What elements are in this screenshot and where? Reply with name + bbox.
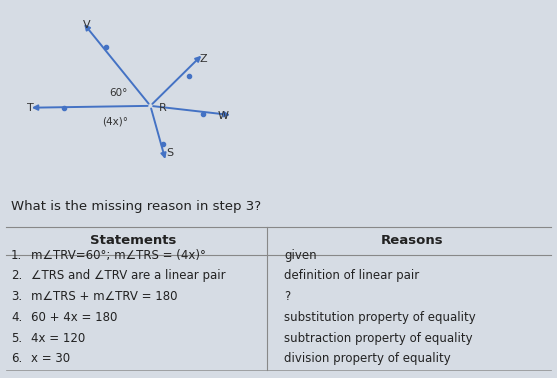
Text: 3.: 3. bbox=[11, 290, 22, 303]
Text: 1.: 1. bbox=[11, 249, 22, 262]
Text: m∠TRS + m∠TRV = 180: m∠TRS + m∠TRV = 180 bbox=[31, 290, 177, 303]
Text: Statements: Statements bbox=[90, 234, 177, 247]
Text: 2.: 2. bbox=[11, 270, 22, 282]
Text: given: given bbox=[284, 249, 317, 262]
Text: T: T bbox=[27, 103, 34, 113]
Text: 4.: 4. bbox=[11, 311, 22, 324]
Text: V: V bbox=[82, 20, 90, 29]
Text: definition of linear pair: definition of linear pair bbox=[284, 270, 419, 282]
Text: 5.: 5. bbox=[11, 332, 22, 345]
Text: division property of equality: division property of equality bbox=[284, 352, 451, 365]
Text: W: W bbox=[217, 111, 228, 121]
Text: What is the missing reason in step 3?: What is the missing reason in step 3? bbox=[11, 200, 261, 212]
Text: m∠TRV=60°; m∠TRS = (4x)°: m∠TRV=60°; m∠TRS = (4x)° bbox=[31, 249, 206, 262]
Text: ?: ? bbox=[284, 290, 290, 303]
Text: 60 + 4x = 180: 60 + 4x = 180 bbox=[31, 311, 117, 324]
Text: Z: Z bbox=[199, 54, 207, 64]
Text: ∠TRS and ∠TRV are a linear pair: ∠TRS and ∠TRV are a linear pair bbox=[31, 270, 225, 282]
Text: substitution property of equality: substitution property of equality bbox=[284, 311, 476, 324]
Text: subtraction property of equality: subtraction property of equality bbox=[284, 332, 473, 345]
Text: R: R bbox=[159, 103, 167, 113]
Text: x = 30: x = 30 bbox=[31, 352, 70, 365]
Text: (4x)°: (4x)° bbox=[102, 116, 128, 126]
Text: 60°: 60° bbox=[110, 88, 128, 98]
Text: S: S bbox=[167, 148, 173, 158]
Text: 4x = 120: 4x = 120 bbox=[31, 332, 85, 345]
Text: Reasons: Reasons bbox=[381, 234, 443, 247]
Text: 6.: 6. bbox=[11, 352, 22, 365]
